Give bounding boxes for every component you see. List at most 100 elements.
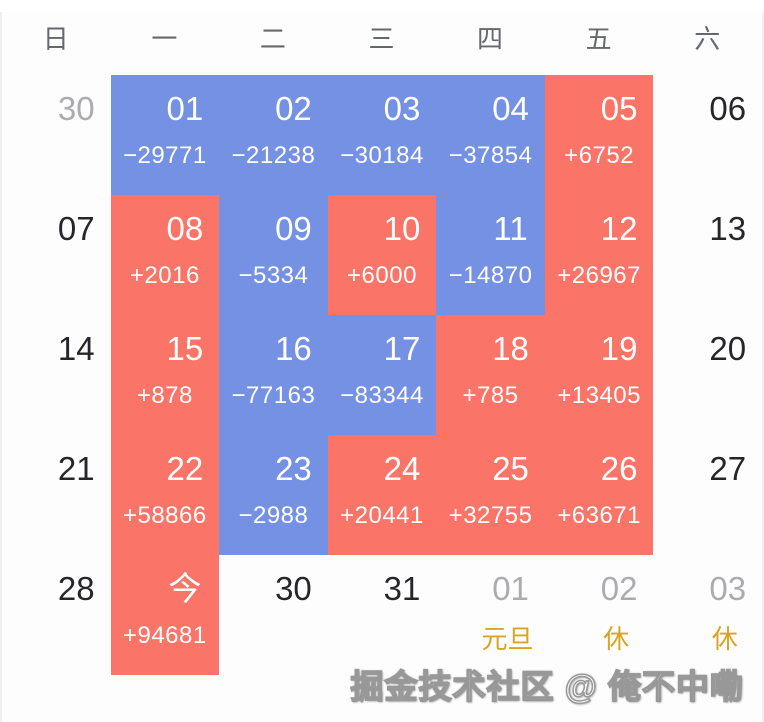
day-number: 25	[492, 450, 529, 487]
pnl-amount: +878	[136, 382, 193, 409]
day-number: 22	[166, 450, 204, 487]
day-number: 08	[166, 210, 204, 247]
day-cell-02[interactable]: 02 −21238	[219, 75, 328, 195]
pnl-amount: +63671	[557, 502, 642, 529]
pnl-amount: −37854	[448, 142, 533, 169]
pnl-amount: +13405	[557, 382, 642, 409]
weekday-label-sat: 六	[694, 23, 722, 54]
day-number: 28	[57, 570, 95, 607]
day-number: 15	[166, 330, 204, 367]
day-number: 11	[493, 210, 528, 247]
weekday-label-thu: 四	[477, 23, 505, 54]
day-number: 18	[492, 330, 529, 367]
day-cell-06[interactable]: 06	[653, 75, 762, 195]
pnl-amount: +58866	[122, 502, 207, 529]
weekday-label-mon: 一	[151, 23, 179, 54]
day-number: 13	[709, 210, 747, 247]
day-cell-18[interactable]: 18 +785	[436, 315, 545, 435]
pnl-amount: −30184	[340, 142, 424, 169]
day-cell-27[interactable]: 27	[653, 435, 762, 555]
day-cell-10[interactable]: 10 +6000	[327, 195, 437, 315]
day-cell-22[interactable]: 22 +58866	[110, 435, 220, 555]
day-cell-23[interactable]: 23 −2988	[219, 435, 328, 555]
day-number: 04	[492, 90, 529, 127]
weekday-label-tue: 二	[259, 23, 287, 54]
day-cell-26[interactable]: 26 +63671	[544, 435, 654, 555]
day-number: 20	[709, 330, 747, 367]
day-number: 17	[383, 330, 421, 367]
day-cell-09[interactable]: 09 −5334	[219, 195, 328, 315]
day-cell-03[interactable]: 03 −30184	[327, 75, 437, 195]
pnl-amount: −83344	[340, 382, 424, 409]
day-cell-04[interactable]: 04 −37854	[436, 75, 545, 195]
day-number: 03	[709, 570, 747, 607]
day-number: 01	[492, 570, 529, 607]
day-cell-25[interactable]: 25 +32755	[436, 435, 545, 555]
holiday-label: 休	[711, 624, 738, 654]
day-cell-01[interactable]: 01 −29771	[110, 75, 220, 195]
day-cell-28[interactable]: 28	[2, 555, 111, 675]
calendar-grid: 30 01 −29771 02 −21238 03 −30184 04 −37854 05 +675…	[2, 75, 762, 675]
weekday-label-fri: 五	[585, 23, 613, 54]
day-cell-30[interactable]: 30	[219, 555, 328, 675]
day-cell-20[interactable]: 20	[653, 315, 762, 435]
day-cell-07[interactable]: 07	[2, 195, 111, 315]
day-cell-17[interactable]: 17 −83344	[327, 315, 437, 435]
day-cell-19[interactable]: 19 +13405	[544, 315, 654, 435]
day-number: 09	[275, 210, 312, 247]
day-cell-16[interactable]: 16 −77163	[219, 315, 328, 435]
day-number: 05	[600, 90, 638, 127]
day-number: 30	[57, 90, 95, 127]
day-number: 24	[383, 450, 421, 487]
day-number: 27	[709, 450, 747, 487]
day-number: 26	[600, 450, 638, 487]
pnl-amount: −29771	[122, 142, 207, 169]
day-cell-05[interactable]: 05 +6752	[544, 75, 654, 195]
day-number: 10	[383, 210, 421, 247]
day-cell-31[interactable]: 31	[328, 555, 437, 675]
day-number: 12	[600, 210, 638, 247]
day-cell-next-03[interactable]: 03 休	[653, 555, 762, 675]
pnl-amount: +26967	[557, 262, 642, 289]
holiday-label: 休	[603, 624, 630, 654]
day-number: 06	[709, 90, 747, 127]
pnl-amount: −77163	[231, 382, 316, 409]
pnl-amount: +2016	[129, 262, 200, 289]
watermark-text: 掘金技术社区 @ 俺不中嘞	[350, 667, 744, 706]
day-number: 19	[600, 330, 638, 367]
day-number: 03	[383, 90, 421, 127]
pnl-amount: −5334	[238, 262, 309, 289]
day-cell-14[interactable]: 14	[2, 315, 111, 435]
day-cell-15[interactable]: 15 +878	[110, 315, 220, 435]
pnl-amount: +94681	[122, 622, 207, 649]
pnl-amount: +32755	[448, 502, 533, 529]
day-number: 30	[275, 570, 312, 607]
day-number: 16	[275, 330, 312, 367]
day-cell-24[interactable]: 24 +20441	[327, 435, 437, 555]
day-cell-today[interactable]: 今 +94681	[110, 555, 220, 675]
holiday-label: 元旦	[481, 624, 534, 654]
day-cell-next-02[interactable]: 02 休	[545, 555, 654, 675]
day-number: 02	[600, 570, 638, 607]
pnl-amount: −14870	[448, 262, 533, 289]
day-number: 21	[57, 450, 95, 487]
day-cell-next-01[interactable]: 01 元旦	[436, 555, 545, 675]
day-cell-13[interactable]: 13	[653, 195, 762, 315]
day-number: 07	[57, 210, 95, 247]
pnl-amount: −2988	[238, 502, 309, 529]
day-number: 31	[383, 570, 421, 607]
weekday-label-wed: 三	[368, 23, 396, 54]
pnl-amount: +785	[462, 382, 519, 409]
day-number: 14	[57, 330, 95, 367]
day-cell-08[interactable]: 08 +2016	[110, 195, 220, 315]
weekday-label-sun: 日	[42, 23, 70, 54]
day-cell-prev-30[interactable]: 30	[2, 75, 111, 195]
day-cell-12[interactable]: 12 +26967	[544, 195, 654, 315]
day-number: 23	[275, 450, 312, 487]
day-number: 02	[275, 90, 312, 127]
day-cell-11[interactable]: 11 −14870	[436, 195, 545, 315]
today-day-number: 今	[168, 570, 202, 607]
day-number: 01	[166, 90, 204, 127]
weekday-header-row: 日 一 二 三 四 五 六	[2, 12, 762, 62]
day-cell-21[interactable]: 21	[2, 435, 111, 555]
